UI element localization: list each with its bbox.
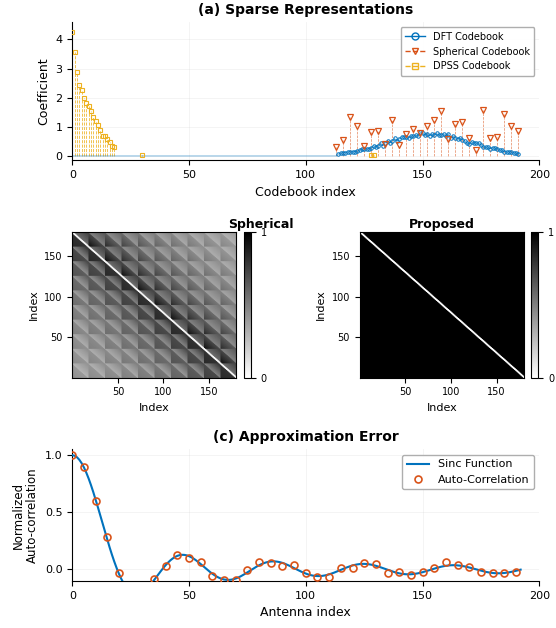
Auto-Correlation [501,569,508,577]
Title: Spherical: Spherical [229,218,294,231]
Sinc Function [408,570,414,578]
Auto-Correlation [279,562,286,570]
Line: Sinc Function: Sinc Function [72,455,520,594]
Sinc Function [517,566,524,573]
Auto-Correlation [349,564,356,571]
Auto-Correlation [466,563,473,571]
Auto-Correlation [104,533,111,541]
Title: Proposed: Proposed [409,218,475,231]
Auto-Correlation [197,558,204,565]
Auto-Correlation [232,577,239,584]
Auto-Correlation [186,554,192,561]
Sinc Function [251,564,258,571]
X-axis label: Codebook index: Codebook index [255,186,356,198]
Auto-Correlation [116,570,122,577]
X-axis label: Antenna index: Antenna index [260,606,351,619]
Auto-Correlation [478,568,484,575]
Auto-Correlation [69,452,76,459]
Auto-Correlation [431,565,438,572]
Auto-Correlation [396,568,403,576]
Title: (a) Sparse Representations: (a) Sparse Representations [198,3,414,17]
X-axis label: Index: Index [426,403,457,413]
Legend: DFT Codebook, Spherical Codebook, DPSS Codebook: DFT Codebook, Spherical Codebook, DPSS C… [400,27,534,76]
Auto-Correlation [291,561,297,568]
Auto-Correlation [454,561,461,568]
Auto-Correlation [127,583,134,590]
Auto-Correlation [443,558,449,566]
Auto-Correlation [267,560,274,567]
Auto-Correlation [326,573,332,580]
Legend: Sinc Function, Auto-Correlation: Sinc Function, Auto-Correlation [402,455,534,489]
Auto-Correlation [373,560,379,568]
Y-axis label: Index: Index [28,290,38,320]
Auto-Correlation [81,463,87,471]
Sinc Function [235,574,241,582]
Auto-Correlation [92,497,99,504]
Auto-Correlation [489,569,496,577]
Auto-Correlation [337,564,344,571]
Y-axis label: Coefficient: Coefficient [37,57,50,125]
Auto-Correlation [419,568,426,576]
Title: (c) Approximation Error: (c) Approximation Error [213,430,399,444]
Auto-Correlation [314,573,321,581]
Line: Auto-Correlation: Auto-Correlation [69,452,519,590]
Sinc Function [135,590,141,598]
Auto-Correlation [513,568,519,576]
Auto-Correlation [139,583,146,590]
Y-axis label: Index: Index [316,290,326,320]
Auto-Correlation [384,570,391,577]
Y-axis label: Normalized
Auto-correlation: Normalized Auto-correlation [11,467,39,563]
X-axis label: Index: Index [139,403,170,413]
Auto-Correlation [221,576,227,583]
Auto-Correlation [244,566,251,574]
Auto-Correlation [302,569,309,577]
Sinc Function [176,551,183,559]
Auto-Correlation [162,562,169,570]
Sinc Function [69,452,76,459]
Auto-Correlation [408,571,414,579]
Auto-Correlation [151,575,157,582]
Auto-Correlation [174,551,181,559]
Sinc Function [349,561,356,569]
Auto-Correlation [256,558,262,566]
Auto-Correlation [361,559,368,566]
Sinc Function [405,571,412,578]
Auto-Correlation [209,572,216,580]
